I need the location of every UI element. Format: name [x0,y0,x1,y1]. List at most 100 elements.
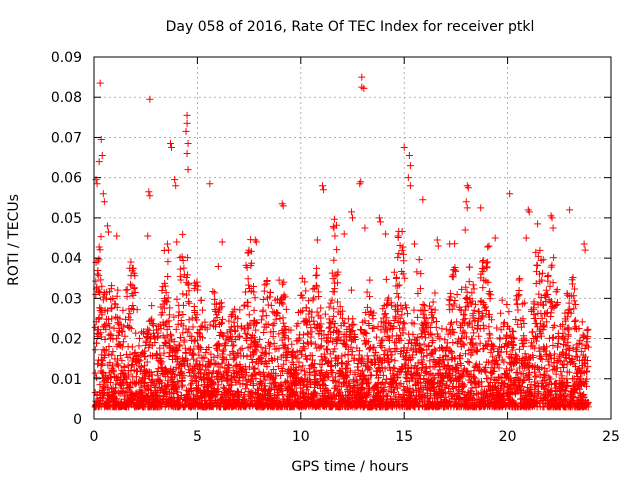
data-point [119,384,127,392]
data-point [97,304,105,312]
data-point [175,312,183,320]
data-point [91,346,99,354]
data-point [95,271,103,279]
data-point [144,392,152,400]
data-point [174,388,182,396]
data-point [158,309,166,317]
data-point [120,363,128,371]
data-point [190,355,198,363]
data-point [148,371,156,379]
data-point [186,362,194,370]
data-point [136,356,144,364]
data-point [126,316,134,324]
data-point [95,304,103,312]
x-tick-label: 20 [499,429,517,445]
data-point [218,303,226,311]
data-point [94,267,102,275]
data-point [160,349,168,357]
data-point [161,282,169,290]
data-point [222,342,230,350]
data-point [101,336,109,344]
data-point [178,253,186,261]
data-point [216,299,224,307]
data-point [144,330,152,338]
data-point [177,392,185,400]
data-point [211,289,219,297]
data-point [193,311,201,319]
data-point [219,332,227,340]
data-point [104,383,112,391]
data-point [231,305,239,313]
data-point [91,369,99,377]
data-point [145,344,153,352]
data-point [199,306,207,314]
data-point [176,342,184,350]
data-point [98,282,106,290]
data-point [163,298,171,306]
y-tick-label: 0.04 [51,251,82,267]
data-point [184,254,192,262]
data-point [213,375,221,383]
data-point [179,257,187,265]
data-point [122,286,130,294]
data-point [216,363,224,371]
data-point [130,284,138,292]
data-point [225,364,233,372]
data-point [133,306,141,314]
data-point [190,337,198,345]
data-point [190,368,198,376]
data-point [214,352,222,360]
data-point [154,365,162,373]
data-point [209,288,217,296]
data-point [214,381,222,389]
data-point [132,373,140,381]
data-point [98,311,106,319]
data-point [106,323,114,331]
data-point [121,332,129,340]
data-point [205,344,213,352]
data-point [192,377,200,385]
x-tick-label: 5 [193,429,202,445]
data-point [156,344,164,352]
data-point [123,293,131,301]
data-point [176,265,184,273]
data-point [112,313,120,321]
data-point [194,286,202,294]
data-point [127,362,135,370]
data-point [180,372,188,380]
data-point [196,344,204,352]
data-point [128,343,136,351]
data-point [209,380,217,388]
data-point [180,264,188,272]
data-point [199,375,207,383]
y-tick-label: 0.03 [51,291,82,307]
data-point [148,391,156,399]
data-point [118,343,126,351]
data-point [218,359,226,367]
data-point [197,296,205,304]
data-point [214,399,222,407]
data-point [198,334,206,342]
data-point [127,258,135,266]
data-point [218,373,226,381]
data-point [210,360,218,368]
data-point [170,338,178,346]
data-point [147,381,155,389]
data-point [161,389,169,397]
data-point [131,272,139,280]
data-point [218,315,226,323]
data-point [131,380,139,388]
data-point [166,304,174,312]
data-point [183,271,191,279]
x-tick-label: 25 [602,429,620,445]
data-point [102,294,110,302]
data-point [175,341,183,349]
data-point [141,353,149,361]
data-point [109,295,117,303]
data-point [103,374,111,382]
data-point [175,308,183,316]
data-point [99,296,107,304]
data-point [131,289,139,297]
data-point [164,294,172,302]
